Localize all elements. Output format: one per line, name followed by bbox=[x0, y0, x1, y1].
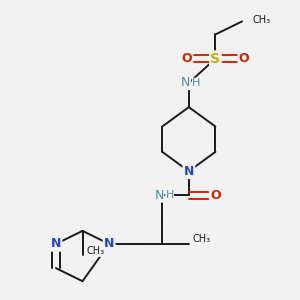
Text: CH₃: CH₃ bbox=[87, 246, 105, 256]
Text: N: N bbox=[104, 237, 114, 250]
Text: O: O bbox=[210, 189, 221, 202]
Text: H: H bbox=[192, 78, 200, 88]
Text: O: O bbox=[239, 52, 249, 65]
Text: CH₃: CH₃ bbox=[192, 235, 210, 244]
Text: S: S bbox=[210, 52, 220, 66]
Text: N: N bbox=[154, 189, 164, 202]
Text: N: N bbox=[51, 237, 61, 250]
Text: N: N bbox=[184, 165, 194, 178]
Text: H: H bbox=[165, 190, 174, 200]
Text: O: O bbox=[182, 52, 192, 65]
Text: CH₃: CH₃ bbox=[252, 14, 270, 25]
Text: N: N bbox=[181, 76, 190, 89]
